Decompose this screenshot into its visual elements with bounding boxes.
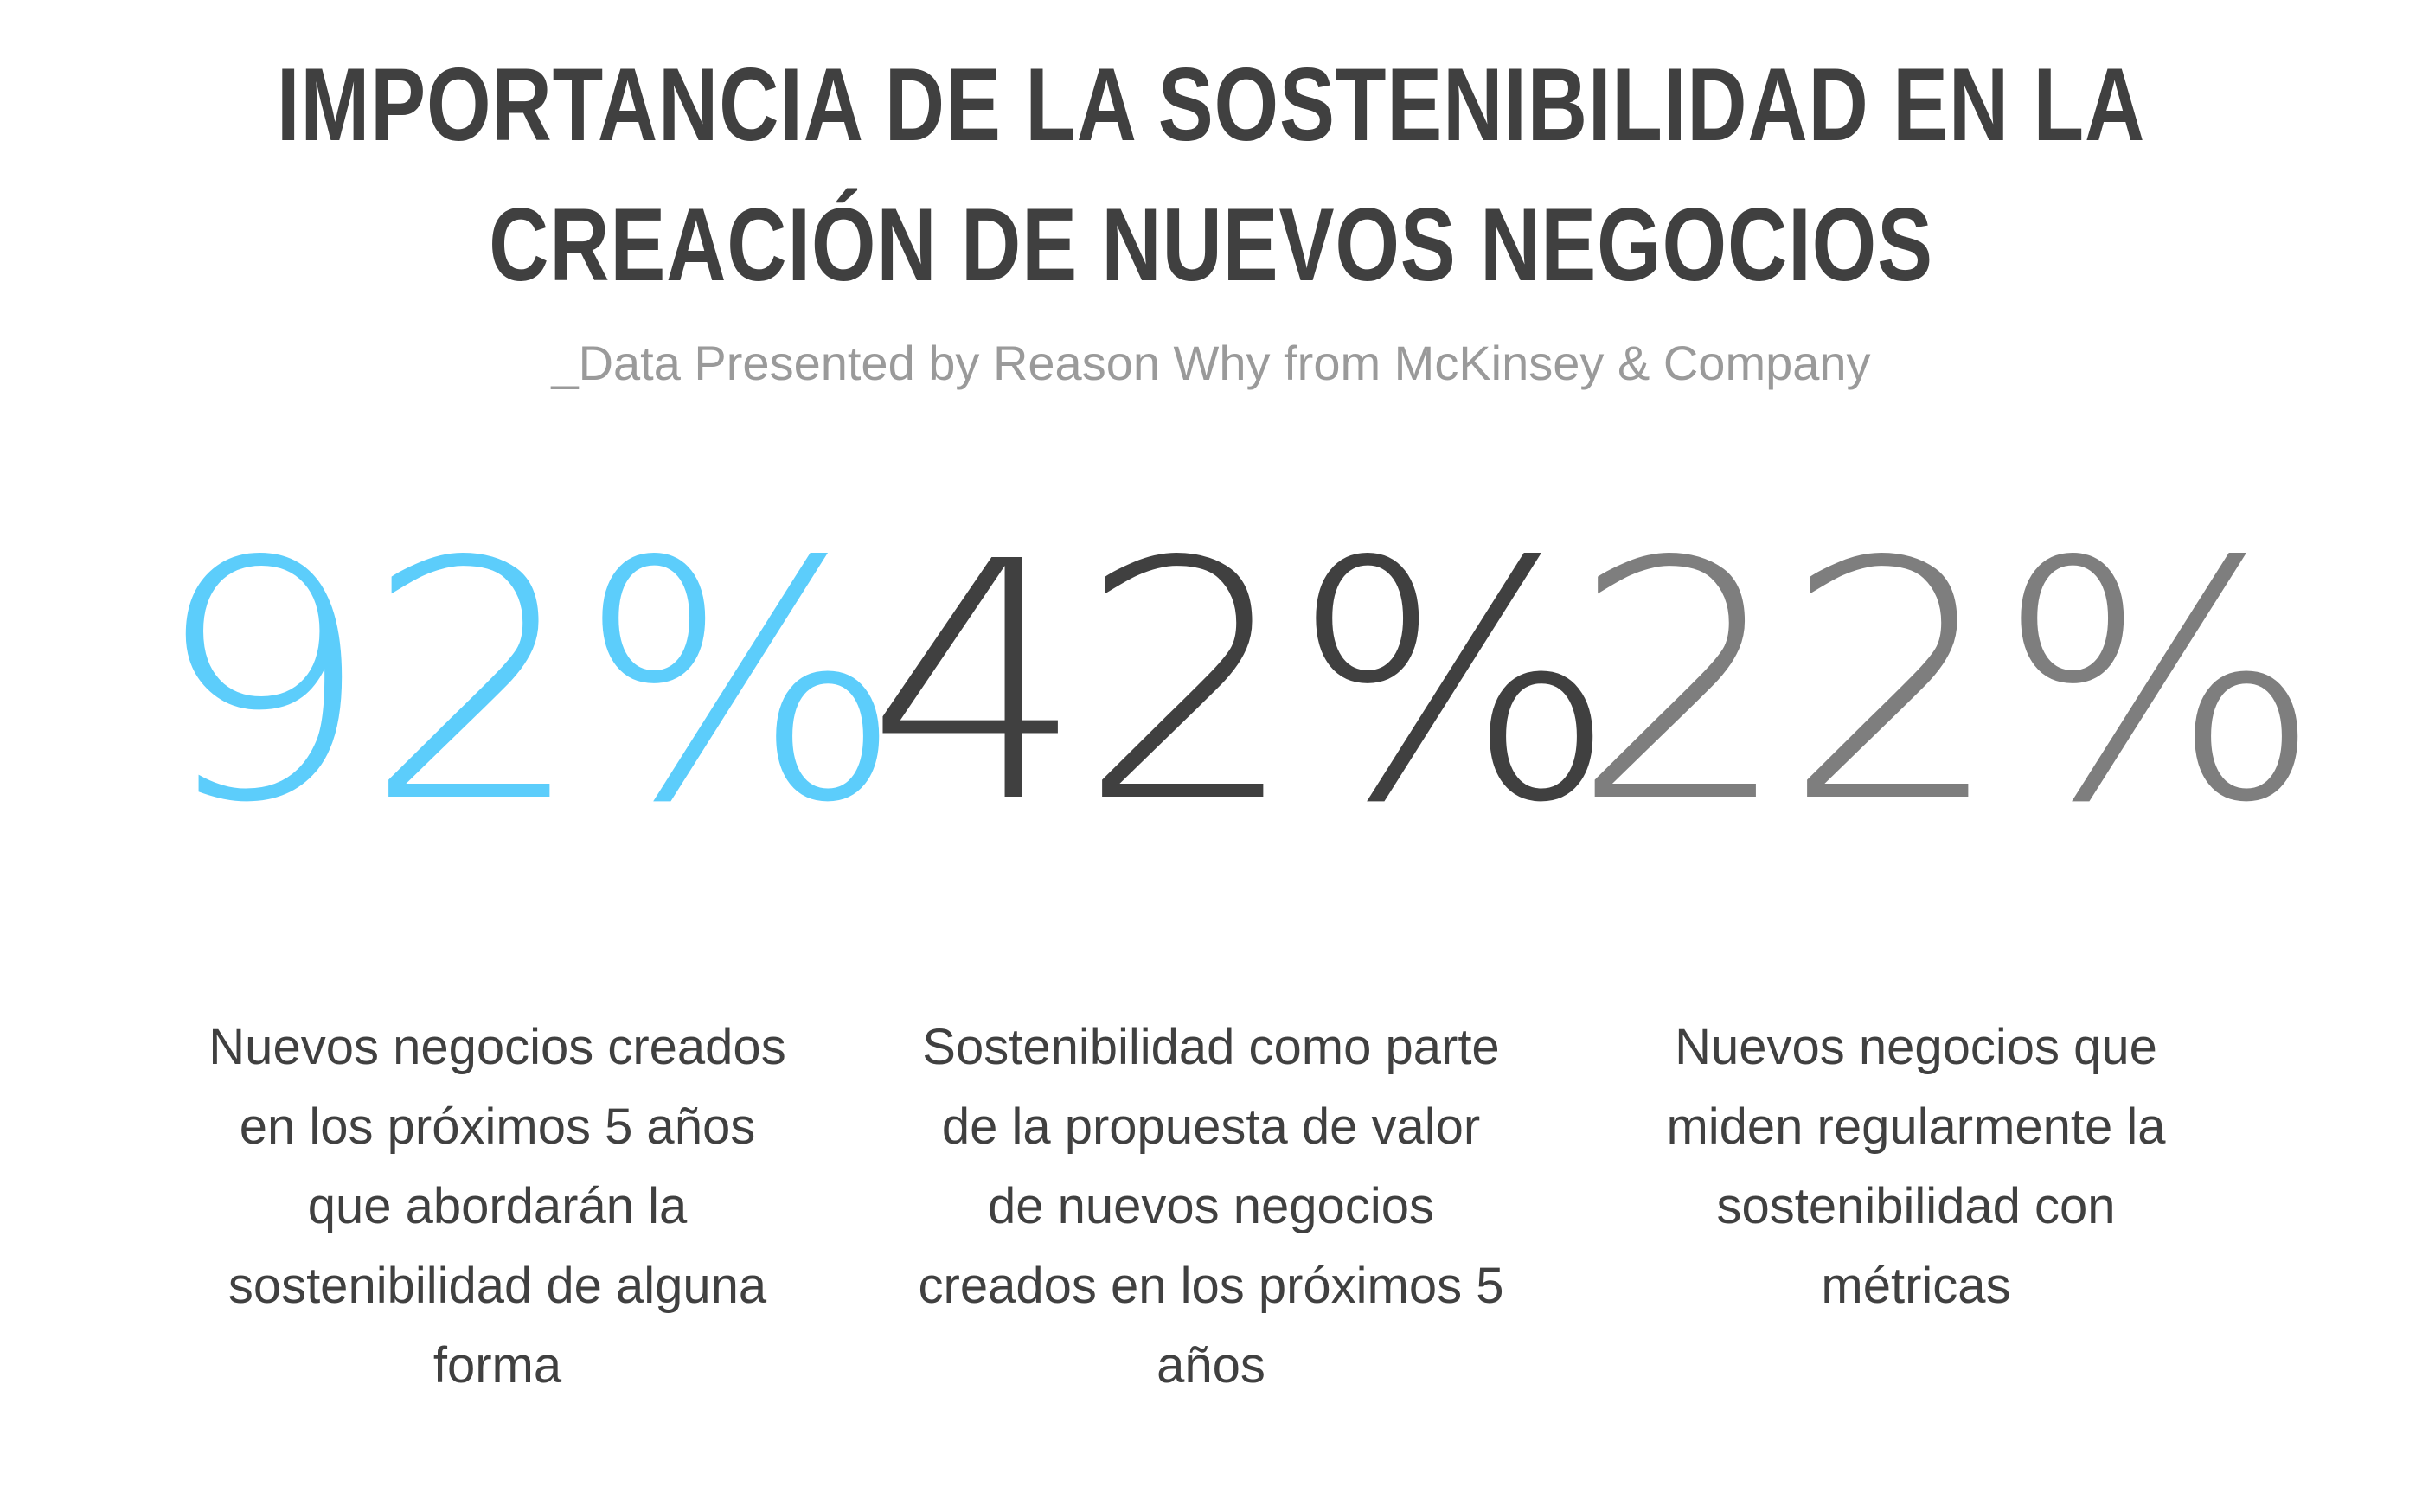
- page-title: IMPORTANCIA DE LA SOSTENIBILIDAD EN LA C…: [276, 47, 2146, 303]
- stat-description-2: Sostenibilidad como parte de la propuest…: [918, 1019, 1504, 1393]
- stat-description-1: Nuevos negocios creados en los próximos …: [208, 1019, 786, 1393]
- page-subtitle: _Data Presented by Reason Why from McKin…: [551, 336, 1871, 390]
- stat-value-1: 92%: [152, 491, 905, 875]
- stat-value-2: 42%: [866, 491, 1618, 875]
- stat-block-2: 42% Sostenibilidad como parte de la prop…: [866, 493, 1618, 1394]
- stat-block-3: 22% Nuevos negocios que miden regularmen…: [1571, 493, 2323, 1315]
- stat-value-3: 22%: [1571, 491, 2323, 875]
- stat-block-1: 92% Nuevos negocios creados en los próxi…: [152, 493, 905, 1394]
- stat-description-3: Nuevos negocios que miden regularmente l…: [1666, 1019, 2166, 1314]
